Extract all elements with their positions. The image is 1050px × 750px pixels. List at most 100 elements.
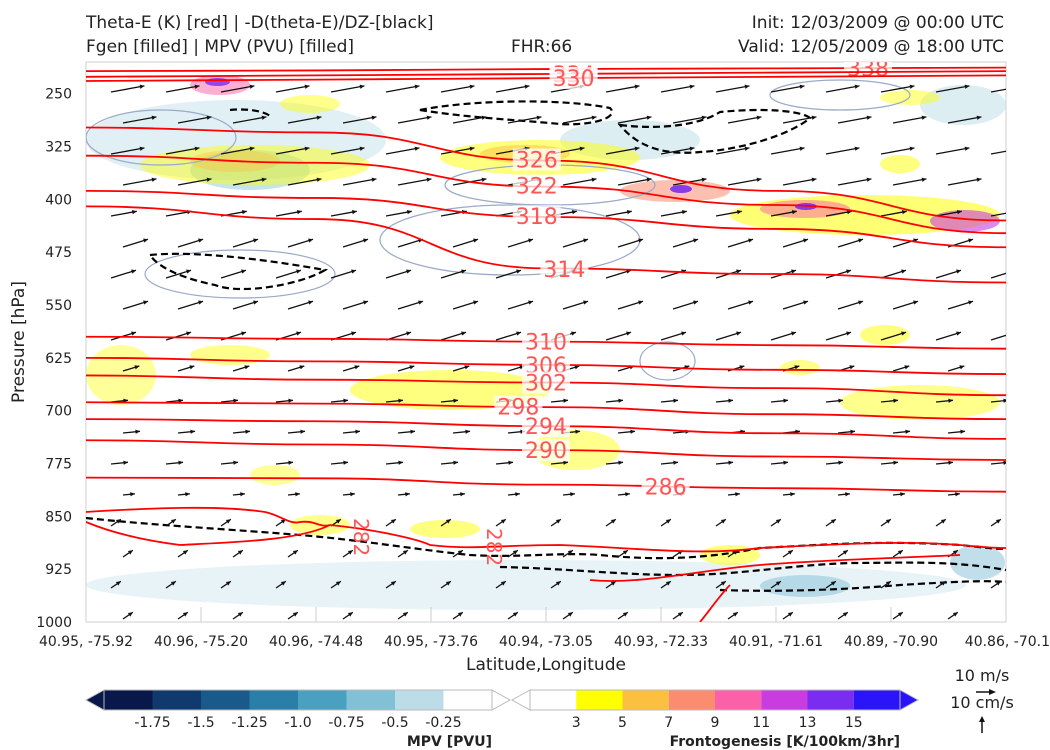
wind-arrowhead — [1020, 85, 1025, 89]
wind-arrowhead — [571, 331, 577, 336]
wind-arrowhead — [249, 146, 255, 151]
colorbar-tick: -1.5 — [187, 715, 214, 731]
wind-arrowhead — [350, 492, 355, 497]
wind-arrowhead — [846, 331, 852, 336]
wind-arrowhead — [261, 177, 267, 182]
colorbar-label: MPV [PVU] — [407, 734, 492, 750]
filled-region — [86, 360, 286, 500]
wind-arrowhead — [842, 550, 848, 555]
wind-arrowhead — [363, 300, 369, 305]
y-tick-label: 1000 — [36, 615, 72, 631]
wind-arrowhead — [233, 460, 239, 465]
colorbar-bin — [668, 690, 715, 710]
wind-arrowhead — [744, 146, 750, 151]
wind-arrowhead — [610, 581, 616, 586]
wind-arrowhead — [206, 177, 212, 182]
theta-e-label-bg — [512, 148, 561, 171]
wind-arrowhead — [131, 269, 137, 274]
wind-arrowhead — [646, 177, 652, 182]
wind-arrowhead — [720, 581, 726, 586]
wind-arrowhead — [956, 209, 962, 215]
wind-arrowhead — [225, 519, 231, 524]
colorbar-tick: -1.0 — [284, 715, 311, 731]
wind-arrow — [287, 116, 322, 124]
wind-arrow — [715, 85, 750, 93]
title-line-2: Fgen [filled] | MPV (PVU) [filled] — [86, 37, 355, 57]
wind-arrowhead — [249, 84, 255, 89]
wind-arrowhead — [198, 300, 204, 305]
wind-arrowhead — [426, 115, 432, 120]
wind-arrowhead — [904, 365, 910, 370]
theta-e-contours: 3383343303263223183143103063022982942902… — [86, 62, 1006, 622]
wind-arrowhead — [775, 581, 781, 586]
wind-arrowhead — [351, 331, 357, 336]
wind-arrow — [342, 116, 377, 124]
wind-arrowhead — [402, 550, 408, 555]
wind-arrowhead — [995, 581, 1001, 586]
wind-arrow — [495, 85, 530, 93]
wind-arrowhead — [591, 177, 597, 182]
x-tick-label: 40.86, -70.1 — [965, 634, 1050, 650]
wind-arrowhead — [787, 612, 793, 617]
colorbar-tick: -0.5 — [381, 715, 408, 731]
wind-arrow — [110, 147, 145, 155]
wind-arrowhead — [901, 331, 907, 336]
wind-arrowhead — [858, 238, 864, 243]
wind-arrowhead — [240, 492, 245, 497]
y-tick-label: 625 — [45, 351, 72, 367]
wind-arrowhead — [414, 146, 420, 151]
wind-arrowhead — [866, 115, 872, 120]
wind-arrowhead — [316, 115, 322, 120]
colorbar-tick: 7 — [664, 715, 673, 731]
wind-arrowhead — [959, 365, 965, 370]
wind-arrowhead — [347, 612, 353, 617]
wind-arrowhead — [811, 177, 817, 182]
wind-arrowhead — [783, 398, 789, 403]
wind-arrow — [397, 116, 432, 124]
wind-arrowhead — [295, 492, 300, 497]
wind-arrowhead — [901, 209, 907, 215]
wind-arrowhead — [1003, 398, 1006, 403]
theta-e-label-bg — [494, 395, 543, 418]
theta-e-label-bg — [522, 371, 570, 394]
wind-arrowhead — [241, 209, 247, 215]
wind-arrowhead — [359, 84, 365, 89]
colorbar-bin — [530, 690, 577, 710]
wind-arrowhead — [453, 460, 459, 465]
wind-arrow — [825, 147, 860, 155]
wind-arrowhead — [253, 300, 259, 305]
wind-arrow — [385, 147, 420, 155]
wind-arrowhead — [555, 519, 561, 524]
wind-arrowhead — [681, 209, 687, 215]
wind-arrowhead — [901, 269, 907, 274]
y-axis-label: Pressure [hPa] — [9, 281, 29, 403]
wind-arrowhead — [151, 177, 157, 182]
wind-arrowhead — [390, 581, 396, 586]
filled-region — [380, 300, 850, 520]
stability-contour — [719, 580, 1006, 592]
wind-arrowhead — [955, 492, 960, 497]
wind-arrowhead — [567, 550, 573, 555]
wind-arrowhead — [909, 84, 915, 89]
wind-arrowhead — [516, 331, 522, 336]
wind-arrow — [825, 85, 860, 93]
colorbar-bin — [443, 690, 492, 710]
colorbar-tick: -1.75 — [134, 715, 170, 731]
wind-arrowhead — [849, 365, 855, 370]
wind-arrowhead — [414, 84, 420, 89]
wind-arrowhead — [296, 269, 302, 274]
wind-arrow — [727, 178, 762, 186]
wind-arrowhead — [845, 492, 850, 497]
wind-arrowhead — [351, 269, 357, 274]
wind-arrowhead — [622, 550, 628, 555]
wind-arrowhead — [1011, 270, 1016, 274]
wind-arrow — [672, 116, 707, 124]
wind-arrowhead — [536, 115, 542, 120]
wind-arrowhead — [995, 519, 1001, 524]
wind-arrowhead — [775, 519, 781, 524]
colorbar-bin — [576, 690, 623, 710]
wind-arrowhead — [744, 84, 750, 89]
wind-arrowhead — [693, 238, 699, 243]
wind-arrowhead — [575, 429, 581, 434]
wind-arrow — [177, 178, 212, 186]
